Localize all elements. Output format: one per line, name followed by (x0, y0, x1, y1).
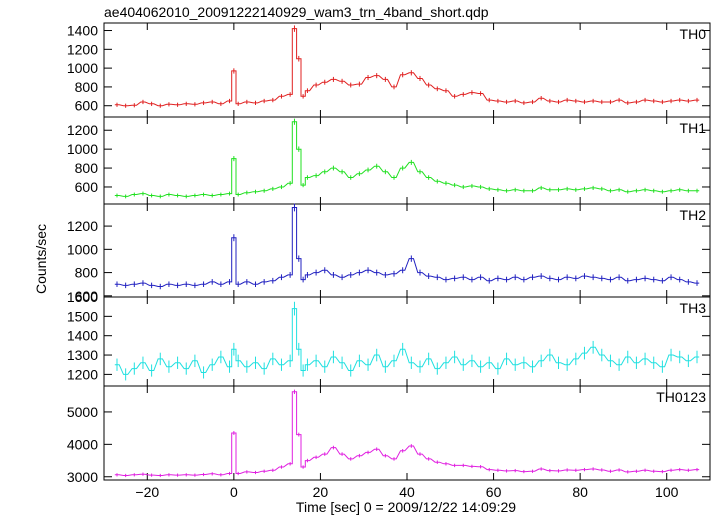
y-tick-label: 1500 (67, 308, 98, 324)
y-tick-label: 1000 (67, 60, 98, 76)
panel-th2: TH2 600 800 1000 1200 (67, 203, 711, 304)
panel-frame (103, 296, 711, 387)
y-axis-title: Counts/sec (33, 224, 49, 294)
y-tick-label: 1600 (67, 289, 98, 305)
y-tick-label: 1200 (67, 41, 98, 57)
x-tick-label: −20 (135, 484, 159, 500)
panel-th0: TH0 600 800 1000 1200 1400 (67, 22, 711, 118)
x-tick-label: 80 (572, 484, 588, 500)
y-tick-label: 1200 (67, 366, 98, 382)
x-tick-label: 100 (655, 484, 679, 500)
panel-name-label: TH1 (680, 120, 707, 136)
x-axis: −20 0 20 40 60 80 100 (135, 484, 678, 500)
y-tick-label: 800 (75, 160, 99, 176)
panel-name-label: TH0123 (656, 389, 706, 405)
x-axis-title: Time [sec] 0 = 2009/12/22 14:09:29 (296, 499, 516, 515)
panel-th0123: TH0123 3000 4000 5000 (67, 385, 711, 485)
series-step-line (114, 28, 700, 107)
y-tick-label: 1400 (67, 23, 98, 39)
series-step-line (114, 391, 700, 476)
y-tick-label: 1400 (67, 328, 98, 344)
y-tick-label: 1300 (67, 347, 98, 363)
chart-title: ae404062010_20091222140929_wam3_trn_4ban… (104, 4, 489, 20)
series-step-line (114, 121, 700, 197)
panel-name-label: TH0 (680, 26, 707, 42)
panel-th1: TH1 600 800 1000 1200 (67, 116, 711, 205)
x-tick-label: 20 (313, 484, 329, 500)
y-tick-label: 600 (75, 179, 99, 195)
x-tick-label: 60 (486, 484, 502, 500)
y-tick-label: 3000 (67, 469, 98, 485)
x-tick-label: 0 (230, 484, 238, 500)
series-step-line (114, 308, 700, 375)
y-tick-label: 1000 (67, 141, 98, 157)
y-tick-label: 4000 (67, 436, 98, 452)
panel-name-label: TH3 (680, 300, 707, 316)
x-tick-label: 40 (399, 484, 415, 500)
panel-th3: TH3 1200 1300 1400 1500 1600 (67, 289, 711, 387)
y-tick-label: 1200 (67, 218, 98, 234)
y-tick-label: 600 (75, 288, 99, 304)
y-tick-label: 800 (75, 79, 99, 95)
y-tick-label: 5000 (67, 404, 98, 420)
panel-name-label: TH2 (680, 207, 707, 223)
y-tick-label: 1000 (67, 241, 98, 257)
series-step-line (114, 207, 700, 287)
panels: TH0600800100012001400TH160080010001200TH… (67, 22, 711, 500)
y-tick-label: 1200 (67, 122, 98, 138)
y-tick-label: 800 (75, 265, 99, 281)
y-tick-label: 600 (75, 98, 99, 114)
panel-frame (103, 385, 711, 481)
